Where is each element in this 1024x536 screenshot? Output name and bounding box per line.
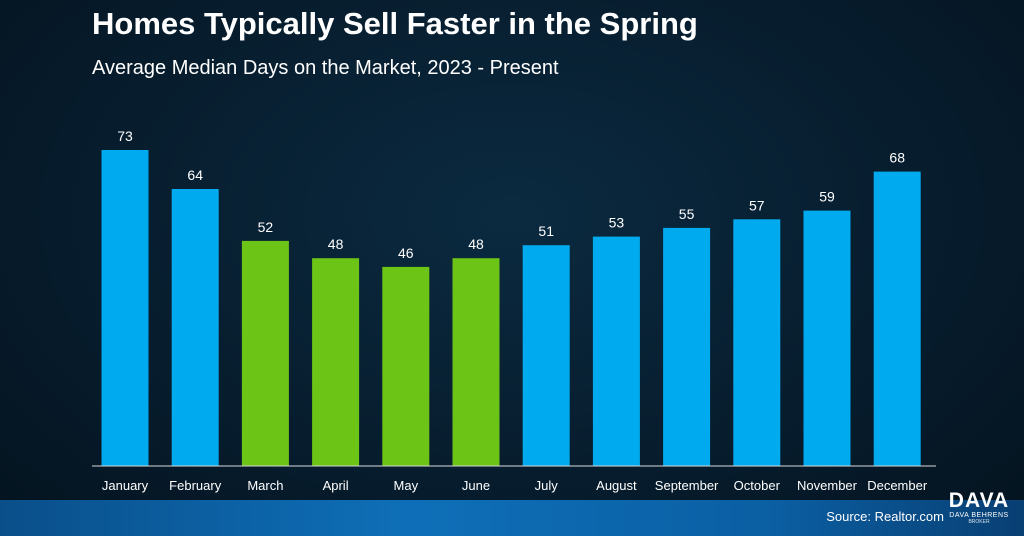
value-labels-group: 73 64 52 48 46 48 51 53 55 57 59 68: [117, 128, 905, 261]
footer-band: [0, 500, 1024, 536]
value-label-october: 57: [749, 197, 765, 213]
bar-february: [171, 189, 219, 466]
bar-october: [733, 219, 781, 466]
category-label-march: March: [247, 478, 283, 493]
logo-wordmark: DAVA: [948, 489, 1010, 512]
value-label-february: 64: [187, 167, 203, 183]
value-label-march: 52: [258, 219, 274, 235]
value-label-june: 48: [468, 236, 484, 252]
category-label-september: September: [655, 478, 719, 493]
source-note: Source: Realtor.com: [826, 509, 944, 524]
category-label-october: October: [734, 478, 781, 493]
logo-tagline: BROKER: [968, 519, 990, 525]
category-label-may: May: [394, 478, 419, 493]
category-label-january: January: [102, 478, 149, 493]
bar-may: [382, 266, 430, 466]
category-label-july: July: [535, 478, 559, 493]
bar-july: [522, 245, 570, 466]
category-label-april: April: [323, 478, 349, 493]
bar-january: [101, 150, 149, 466]
bar-november: [803, 210, 851, 466]
bar-chart: 73 64 52 48 46 48 51 53 55 57 59 68 January February…: [92, 128, 936, 493]
value-label-may: 46: [398, 245, 414, 261]
bars-group: [101, 150, 921, 466]
bar-march: [241, 240, 289, 466]
category-label-june: June: [462, 478, 490, 493]
category-label-november: November: [797, 478, 858, 493]
chart-subtitle: Average Median Days on the Market, 2023 …: [92, 57, 559, 79]
category-label-december: December: [867, 478, 928, 493]
value-label-july: 51: [538, 223, 554, 239]
value-label-november: 59: [819, 189, 835, 205]
value-label-december: 68: [889, 150, 905, 166]
bar-april: [312, 258, 360, 466]
logo-name: DAVA BEHRENS: [949, 512, 1009, 519]
value-label-september: 55: [679, 206, 695, 222]
bar-august: [592, 236, 640, 466]
chart-title: Homes Typically Sell Faster in the Sprin…: [92, 6, 698, 41]
bar-september: [663, 227, 711, 466]
category-label-february: February: [169, 478, 222, 493]
category-label-august: August: [596, 478, 637, 493]
value-label-january: 73: [117, 128, 133, 144]
bar-december: [873, 171, 921, 466]
bar-june: [452, 258, 500, 466]
value-label-august: 53: [609, 215, 625, 231]
brand-logo: DAVA DAVA BEHRENS BROKER: [944, 490, 1014, 525]
value-label-april: 48: [328, 236, 344, 252]
category-labels-group: January February March April May June July Augu…: [102, 478, 928, 493]
